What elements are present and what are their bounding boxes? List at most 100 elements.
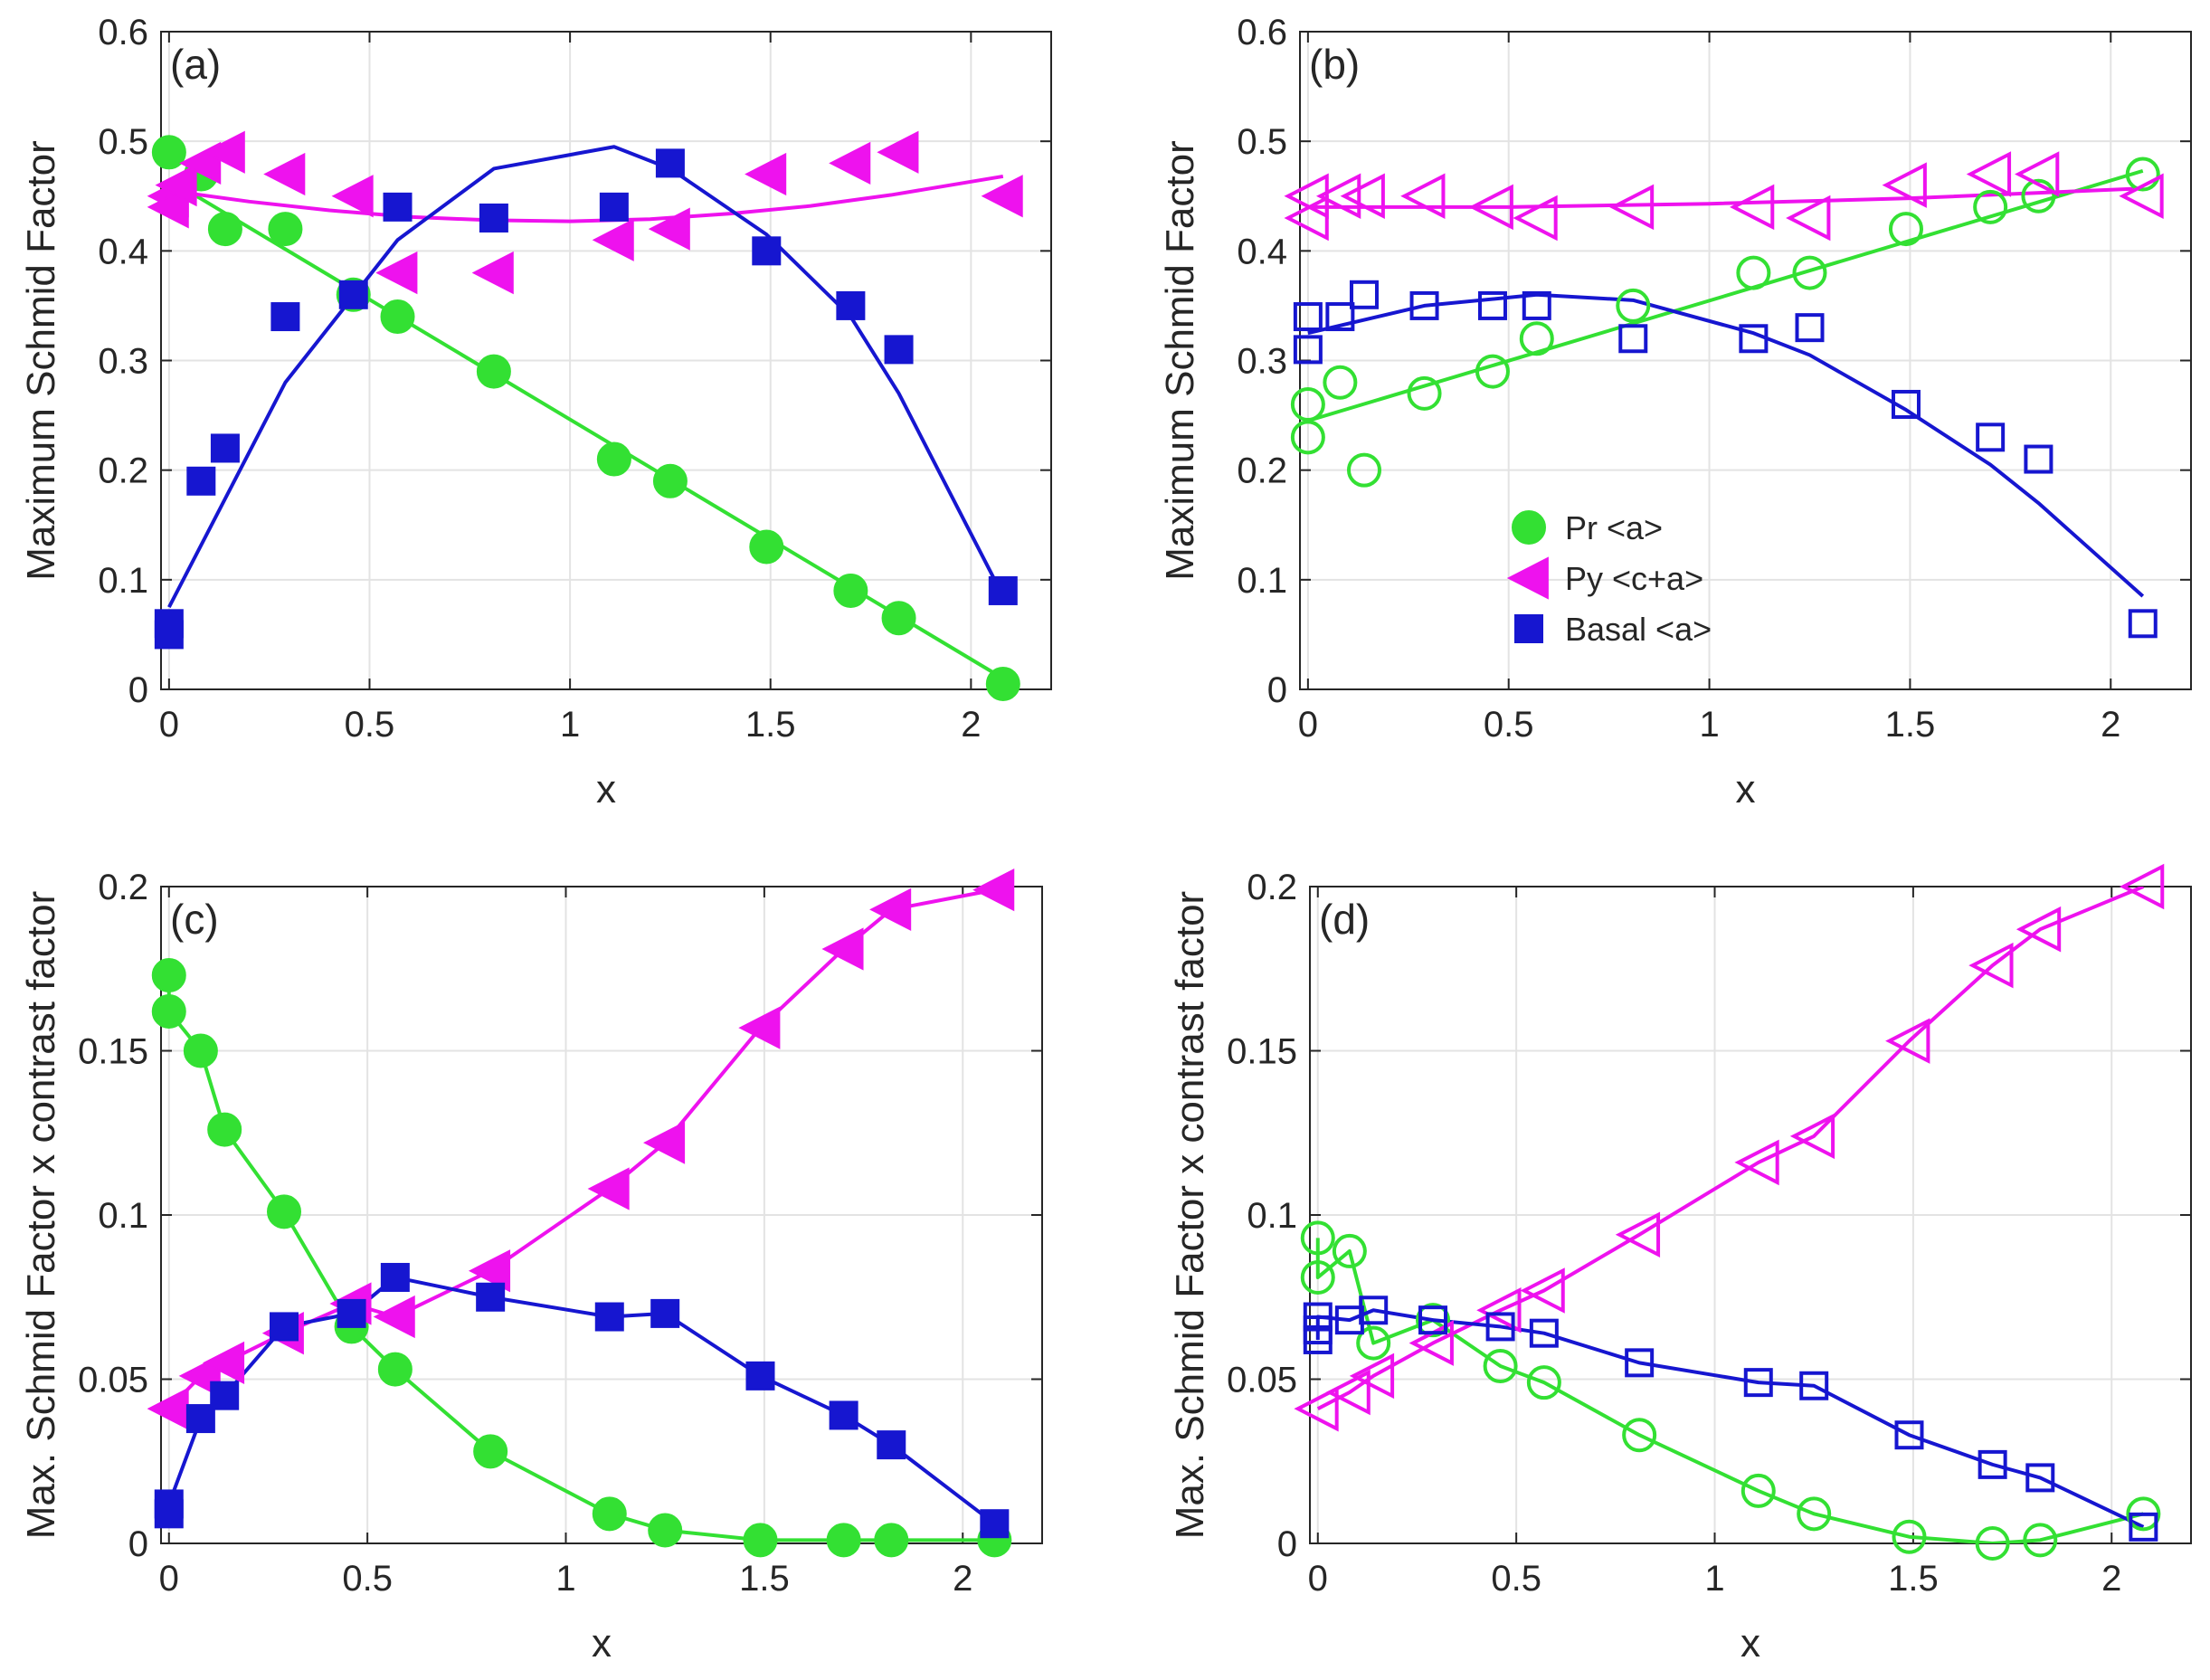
data-point-pr xyxy=(1622,1418,1657,1453)
y-tick-label: 0.6 xyxy=(98,13,148,52)
y-axis-label: Max. Schmid Factor x contrast factor xyxy=(19,891,63,1539)
y-tick-label: 0.2 xyxy=(1247,868,1297,907)
data-point-py xyxy=(643,1121,686,1164)
data-point-pr xyxy=(648,1513,683,1548)
data-point-basal xyxy=(185,1404,215,1434)
data-point-basal xyxy=(2129,1512,2158,1542)
x-tick-label: 2 xyxy=(2101,705,2120,745)
y-axis-label: Maximum Schmid Factor xyxy=(1158,140,1202,581)
x-tick-label: 0 xyxy=(1298,705,1318,745)
data-point-basal xyxy=(2025,1463,2055,1493)
data-point-pr xyxy=(1975,1526,2010,1561)
panel-label-a: (a) xyxy=(170,41,221,88)
data-point-basal xyxy=(337,1298,366,1328)
panel-label-c: (c) xyxy=(170,896,219,943)
data-point-py xyxy=(468,1249,511,1293)
x-axis-label: x xyxy=(592,1621,612,1666)
panel-a: 0 0.5 1 1.5 2 0 0.1 0.2 0.3 0.4 0.5 0.6 x Maximum Sch… xyxy=(19,13,1052,812)
data-point-basal xyxy=(599,192,629,222)
data-point-py xyxy=(592,218,634,261)
x-tick-label: 0.5 xyxy=(342,1559,393,1599)
panel-c: 0 0.5 1 1.5 2 0 0.05 0.1 0.15 0.2 x Max. Schmid Fac… xyxy=(19,868,1043,1666)
data-point-basal xyxy=(1795,313,1825,343)
data-point-basal xyxy=(1349,280,1379,309)
data-point-pr xyxy=(1483,1348,1518,1383)
data-point-pr xyxy=(207,212,242,247)
y-tick-label: 0.3 xyxy=(98,342,148,382)
data-point-pr xyxy=(592,1496,627,1532)
data-point-py xyxy=(155,163,197,207)
data-point-pr xyxy=(1407,375,1442,411)
y-tick-label: 0.15 xyxy=(1227,1032,1297,1072)
y-tick-label: 0.5 xyxy=(98,122,148,162)
data-point-basal xyxy=(1978,1449,2007,1479)
data-point-basal xyxy=(1743,1368,1773,1398)
x-axis-label: x xyxy=(1736,767,1756,812)
markers-d xyxy=(1294,863,2165,1561)
x-tick-label: 1.5 xyxy=(745,705,796,745)
data-point-py xyxy=(1340,173,1385,220)
data-point-basal xyxy=(1976,422,2006,452)
data-point-pr xyxy=(2023,1523,2058,1558)
data-point-pr xyxy=(1356,1325,1391,1361)
data-point-py xyxy=(972,868,1015,912)
data-point-basal xyxy=(210,1381,240,1410)
data-point-py xyxy=(821,927,864,971)
data-point-basal xyxy=(383,192,413,222)
data-point-pr xyxy=(1973,189,2008,224)
data-point-pr xyxy=(1797,1496,1832,1532)
data-point-basal xyxy=(1485,1312,1515,1342)
panel-d: 0 0.5 1 1.5 2 0 0.05 0.1 0.15 0.2 x Max. Schmid Fac… xyxy=(1168,863,2192,1666)
legend-marker-py xyxy=(1506,556,1549,600)
y-tick-label: 0.1 xyxy=(98,1196,148,1236)
y-tick-label: 0.2 xyxy=(1237,451,1287,491)
data-point-pr xyxy=(874,1523,909,1558)
data-point-pr xyxy=(985,666,1020,701)
data-point-pr xyxy=(743,1523,778,1558)
y-tick-label: 0 xyxy=(128,1524,148,1564)
data-point-basal xyxy=(1891,389,1921,419)
data-point-basal xyxy=(988,575,1018,605)
data-point-basal xyxy=(1529,1318,1559,1348)
data-point-basal xyxy=(338,280,368,309)
data-point-pr xyxy=(1892,1519,1927,1554)
data-point-py xyxy=(738,1006,781,1049)
x-tick-label: 0.5 xyxy=(345,705,395,745)
data-point-py xyxy=(203,130,245,174)
data-point-pr xyxy=(2126,1496,2161,1532)
data-point-py xyxy=(2119,173,2164,220)
data-point-pr xyxy=(1519,321,1554,356)
data-point-basal xyxy=(2024,444,2053,474)
y-tick-label: 0.6 xyxy=(1237,13,1287,52)
panel-label-b: (b) xyxy=(1309,41,1360,88)
legend-label-basal: Basal <a> xyxy=(1565,611,1712,648)
markers-a xyxy=(147,130,1023,701)
data-point-py xyxy=(1284,195,1329,242)
data-point-py xyxy=(1885,1018,1930,1064)
y-tick-label: 0.2 xyxy=(98,451,148,491)
data-point-basal xyxy=(1522,290,1551,320)
data-point-basal xyxy=(980,1509,1010,1539)
data-point-py xyxy=(1882,162,1927,208)
data-point-pr xyxy=(151,993,186,1029)
series-line-py xyxy=(168,174,1004,223)
legend: Pr <a> Py <c+a> Basal <a> xyxy=(1506,509,1712,648)
data-point-pr xyxy=(473,1434,508,1469)
data-point-pr xyxy=(151,135,186,170)
data-point-basal xyxy=(1293,302,1323,332)
data-point-py xyxy=(877,130,919,174)
y-tick-label: 0 xyxy=(1267,670,1287,710)
x-tick-label: 0 xyxy=(1308,1559,1328,1599)
data-point-py xyxy=(1966,151,2012,197)
y-tick-label: 0.1 xyxy=(1247,1196,1297,1236)
y-tick-label: 0.4 xyxy=(98,232,148,271)
data-point-basal xyxy=(829,1400,858,1430)
x-tick-label: 0 xyxy=(159,1559,179,1599)
x-tick-label: 1 xyxy=(560,705,580,745)
data-point-basal xyxy=(1303,1302,1333,1332)
panel-b: 0 0.5 1 1.5 2 0 0.1 0.2 0.3 0.4 0.5 0.6 x Maximum Sch… xyxy=(1158,13,2192,812)
x-tick-label: 1.5 xyxy=(1888,1559,1939,1599)
data-point-basal xyxy=(752,236,782,266)
y-tick-label: 0 xyxy=(1277,1524,1297,1564)
data-point-basal xyxy=(270,1312,299,1342)
